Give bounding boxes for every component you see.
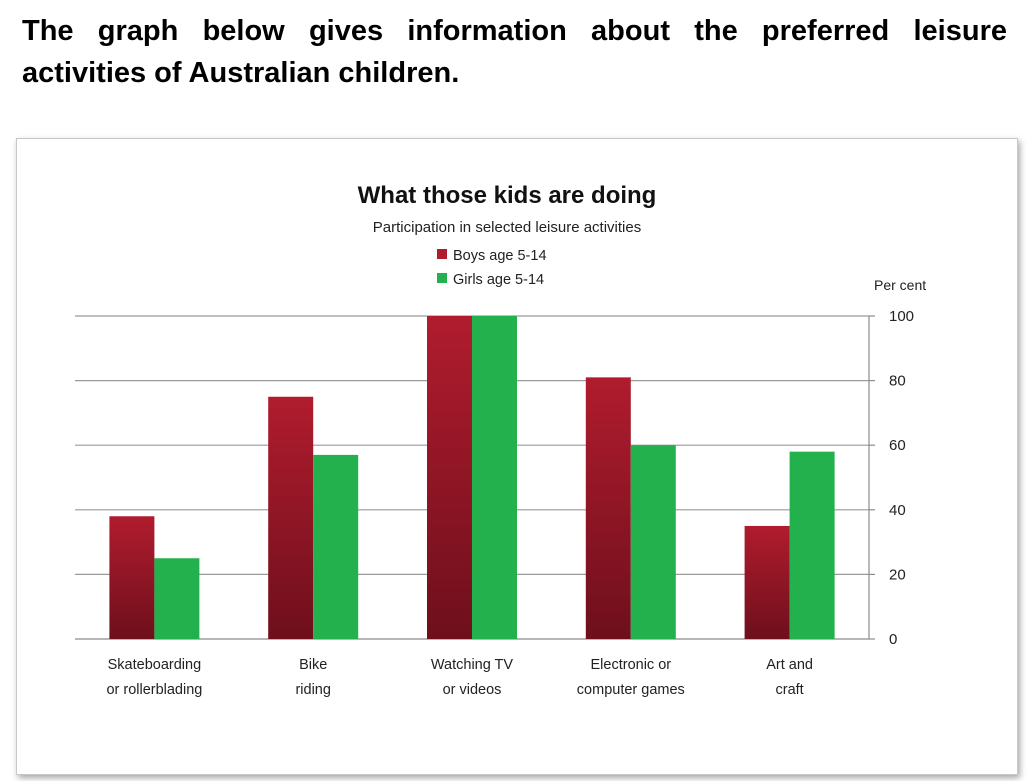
chart-container: What those kids are doing Participation …	[16, 138, 1018, 775]
y-tick-label: 60	[889, 437, 906, 454]
y-tick-label: 20	[889, 566, 906, 583]
legend-swatch-boys	[437, 249, 447, 259]
x-category-label: computer games	[577, 682, 685, 698]
legend-label-girls: Girls age 5-14	[453, 272, 544, 288]
x-category-label: Bike	[299, 657, 327, 673]
legend-label-boys: Boys age 5-14	[453, 248, 547, 264]
x-category-label: Electronic or	[591, 657, 672, 673]
y-tick-label: 40	[889, 502, 906, 519]
x-category-label: Skateboarding	[108, 657, 202, 673]
y-axis-label: Per cent	[874, 277, 926, 293]
y-tick-label: 0	[889, 631, 897, 648]
chart-subtitle: Participation in selected leisure activi…	[373, 219, 641, 236]
bar-boys	[585, 377, 631, 639]
x-category-label: Art and	[766, 657, 813, 673]
y-tick-label: 80	[889, 373, 906, 390]
bar-boys	[427, 316, 472, 639]
legend-swatch-girls	[437, 273, 447, 283]
bar-boys	[268, 396, 314, 639]
x-category-label: Watching TV	[431, 657, 514, 673]
bar-boys	[109, 516, 155, 639]
x-category-label: or videos	[443, 682, 502, 698]
bar-boys	[744, 525, 790, 639]
bar-chart: What those kids are doing Participation …	[75, 182, 926, 698]
question-text: The graph below gives information about …	[22, 15, 1007, 89]
bar-girls	[154, 558, 200, 639]
x-category-label: or rollerblading	[106, 682, 202, 698]
bar-girls	[789, 451, 835, 639]
x-category-label: riding	[295, 682, 330, 698]
y-tick-label: 100	[889, 308, 914, 325]
bar-girls	[472, 316, 517, 639]
bar-girls	[630, 445, 676, 639]
chart-title: What those kids are doing	[358, 182, 657, 209]
bar-girls	[313, 454, 359, 639]
x-category-label: craft	[775, 682, 803, 698]
legend: Boys age 5-14 Girls age 5-14	[437, 248, 547, 288]
